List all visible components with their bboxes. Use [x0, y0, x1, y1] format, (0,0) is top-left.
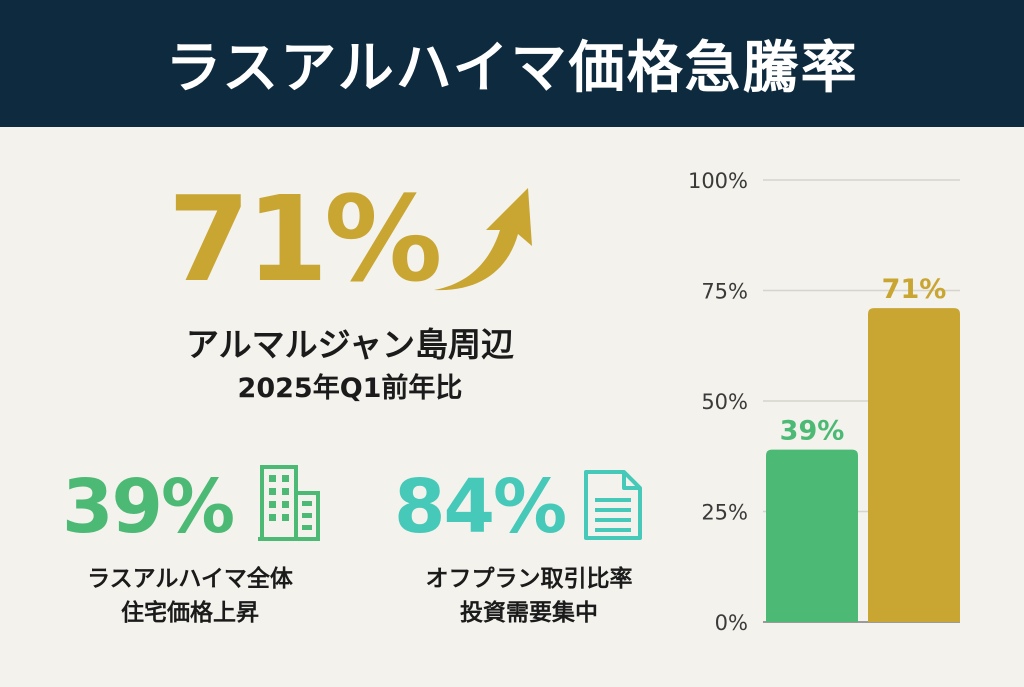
stat-label-line2: 投資需要集中 [460, 600, 598, 626]
bar-data-label: 39% [780, 416, 845, 447]
y-tick-label: 100% [688, 169, 748, 193]
document-icon [584, 470, 642, 540]
page-title: ラスアルハイマ価格急騰率 [165, 36, 859, 101]
stat-label-line1: オフプラン取引比率 [425, 566, 633, 592]
hero-label-location: アルマルジャン島周辺 [185, 325, 515, 364]
hero-label-period: 2025年Q1前年比 [237, 373, 463, 404]
header-bar: ラスアルハイマ価格急騰率 [0, 0, 1024, 127]
hero-value: 71% [168, 170, 442, 308]
y-tick-label: 25% [701, 501, 748, 525]
y-tick-label: 0% [715, 611, 748, 635]
bar-data-label: 71% [882, 274, 947, 305]
trend-up-arrow-icon [434, 188, 532, 291]
stat-label-line1: ラスアルハイマ全体 [87, 566, 293, 592]
y-tick-label: 75% [701, 280, 748, 304]
stat-value-offplan: 84% [394, 464, 567, 550]
y-tick-label: 50% [701, 390, 748, 414]
stat-value-overall: 39% [62, 464, 235, 550]
stat-label-overall: ラスアルハイマ全体 住宅価格上昇 [40, 562, 340, 630]
bar-chart: 0% 25% 50% 75% 100% 39% 71% [688, 169, 960, 635]
stat-label-offplan: オフプラン取引比率 投資需要集中 [384, 562, 674, 630]
stat-label-line2: 住宅価格上昇 [121, 600, 259, 626]
building-icon [258, 465, 320, 541]
bar [868, 308, 960, 622]
bar [766, 449, 858, 622]
